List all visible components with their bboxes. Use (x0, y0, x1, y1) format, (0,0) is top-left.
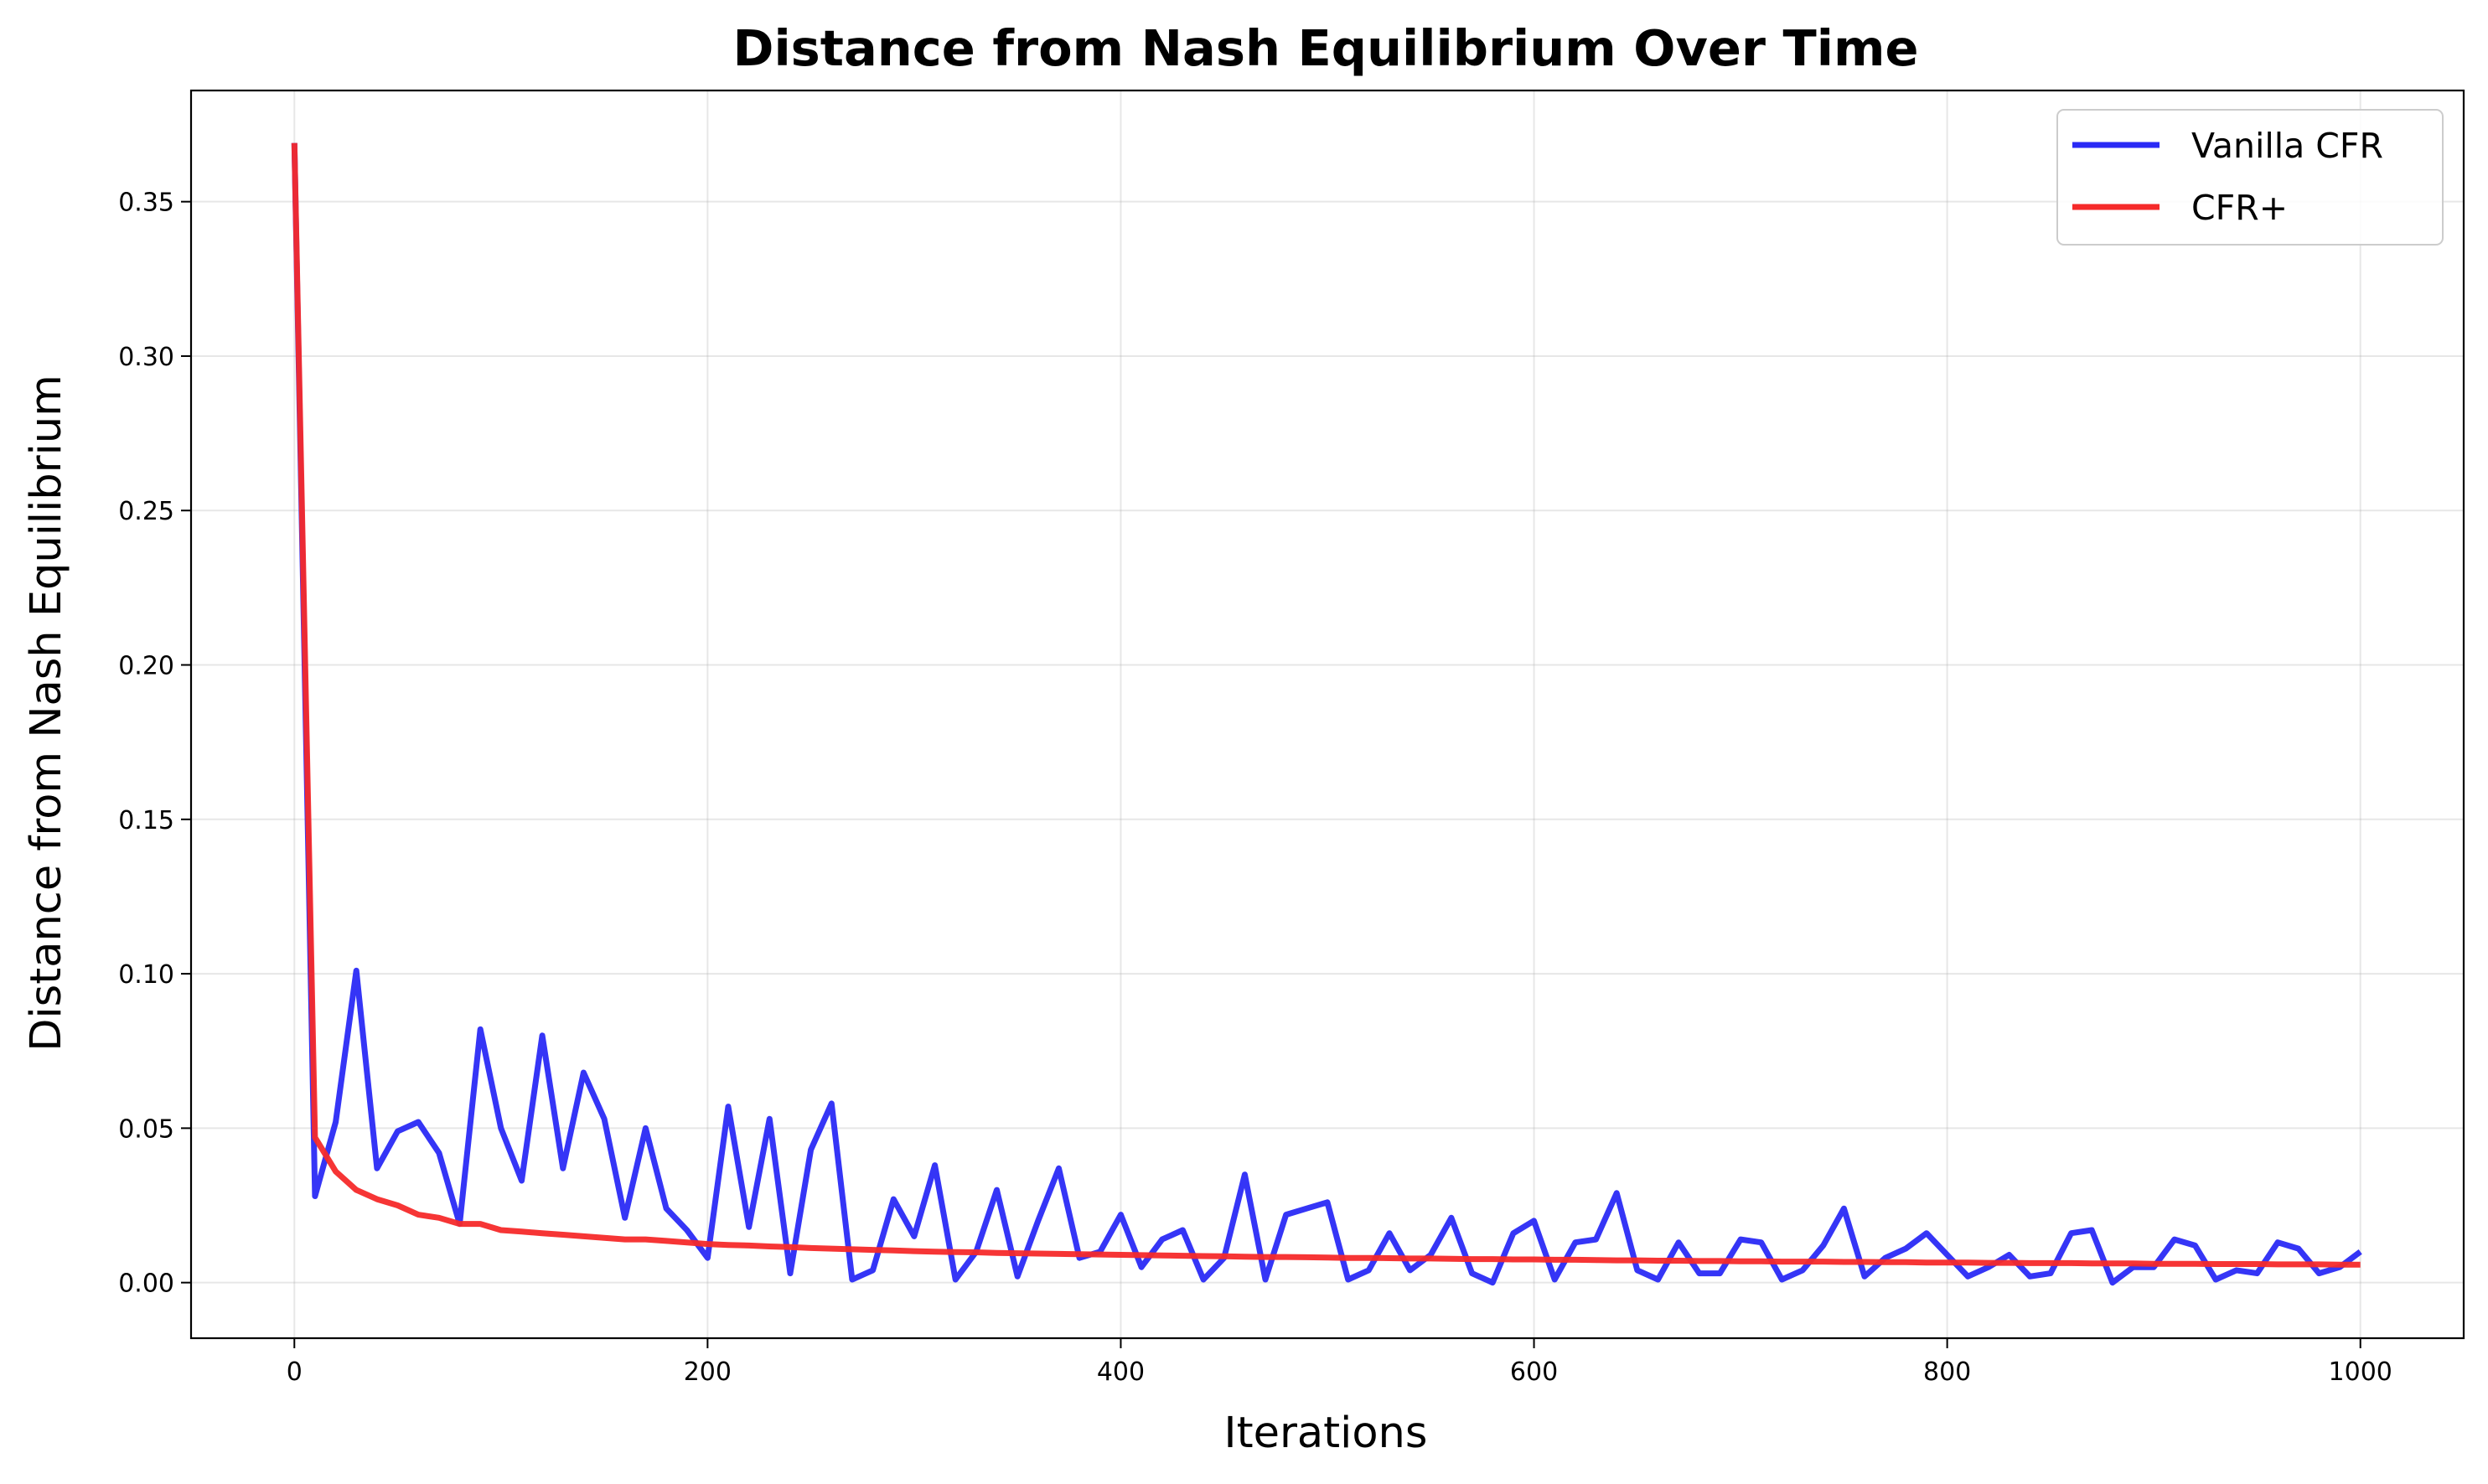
x-tick-label: 800 (1923, 1357, 1971, 1387)
y-tick-label: 0.05 (118, 1114, 174, 1144)
y-axis: 0.00 0.05 0.10 0.15 0.20 0.25 0.30 0.35 (118, 189, 191, 1299)
x-tick-label: 1000 (2329, 1357, 2392, 1387)
y-tick-label: 0.30 (118, 343, 174, 372)
series-line-cfr-plus (291, 142, 2361, 1268)
y-axis-label: Distance from Nash Equilibrium (22, 375, 71, 1052)
x-tick-label: 200 (684, 1357, 732, 1387)
y-tick-label: 0.35 (118, 189, 174, 218)
plot-frame (189, 89, 2465, 1340)
x-axis: 0 200 400 600 800 1000 (287, 1338, 2392, 1387)
chart-title: Distance from Nash Equilibrium Over Time (732, 19, 1918, 77)
legend-label: CFR+ (2191, 188, 2288, 228)
x-tick-label: 400 (1097, 1357, 1145, 1387)
x-tick-label: 600 (1510, 1357, 1558, 1387)
y-tick-label: 0.25 (118, 497, 174, 526)
legend: Vanilla CFR CFR+ (2056, 109, 2444, 246)
y-tick-label: 0.15 (118, 806, 174, 835)
y-tick-label: 0.00 (118, 1269, 174, 1299)
y-tick-label: 0.10 (118, 960, 174, 990)
series-layer (291, 142, 2362, 1286)
x-axis-label: Iterations (1224, 1409, 1428, 1458)
x-tick-label: 0 (287, 1357, 303, 1387)
y-tick-label: 0.20 (118, 652, 174, 681)
legend-label: Vanilla CFR (2191, 126, 2383, 166)
